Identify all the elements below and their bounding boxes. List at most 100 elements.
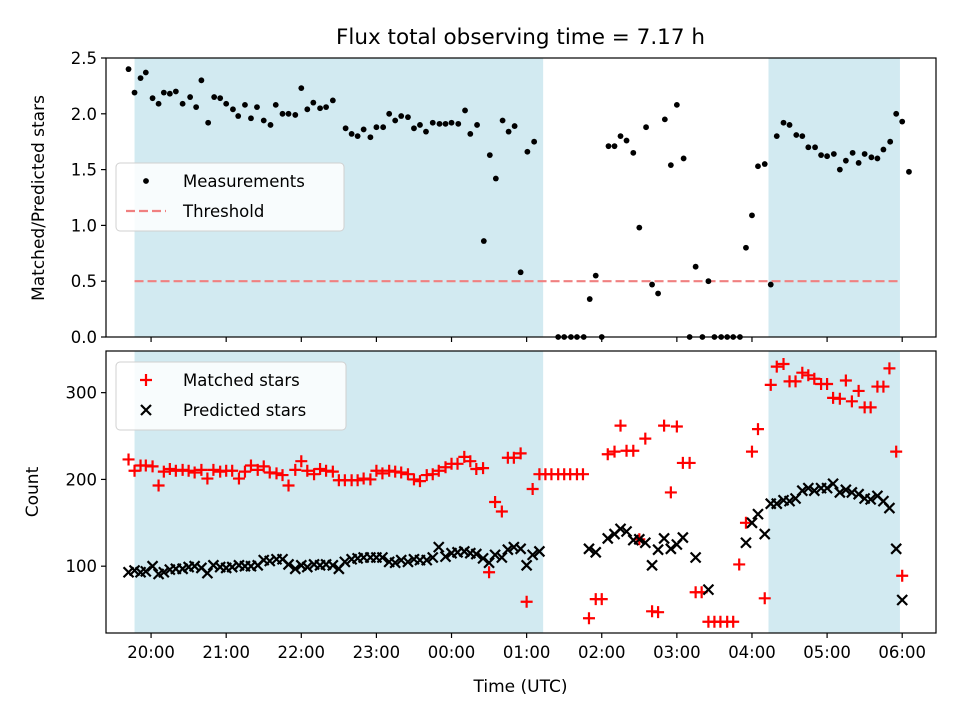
data-point — [655, 290, 661, 297]
data-point — [272, 101, 279, 108]
data-point — [395, 466, 408, 479]
data-point — [195, 463, 208, 476]
data-point — [301, 561, 314, 573]
data-point — [499, 117, 506, 124]
data-point — [758, 592, 771, 605]
data-point — [232, 472, 245, 485]
shaded-interval-2 — [768, 58, 900, 337]
data-point — [267, 122, 274, 128]
data-point — [861, 151, 868, 157]
data-point — [163, 463, 176, 476]
data-point — [157, 465, 170, 478]
data-point — [864, 493, 877, 506]
data-point — [692, 263, 699, 270]
data-point — [764, 378, 777, 391]
data-point — [386, 110, 393, 117]
data-point — [201, 567, 214, 579]
data-point — [373, 124, 380, 131]
data-point — [796, 484, 809, 497]
data-point — [395, 554, 407, 566]
data-point — [643, 124, 649, 131]
data-point — [623, 137, 630, 144]
x-tick-label: 02:00 — [578, 643, 626, 662]
data-point — [852, 488, 865, 500]
data-point — [342, 125, 349, 132]
data-point — [464, 455, 477, 468]
data-point — [733, 558, 746, 571]
x-tick-label: 01:00 — [503, 643, 551, 662]
data-point — [636, 224, 643, 231]
data-point — [486, 152, 493, 158]
x-tick-label: 21:00 — [202, 643, 250, 662]
data-point — [420, 554, 433, 566]
data-point — [295, 455, 308, 468]
data-point — [890, 445, 903, 458]
data-point — [749, 212, 755, 219]
x-tick-label: 23:00 — [353, 643, 401, 662]
data-point — [620, 525, 633, 538]
data-point — [890, 543, 902, 555]
data-point — [477, 462, 490, 475]
data-point — [439, 550, 452, 563]
data-point — [842, 157, 849, 164]
data-point — [282, 479, 295, 492]
data-point — [514, 447, 527, 460]
data-point — [289, 563, 302, 575]
data-point — [839, 374, 852, 387]
data-point — [426, 468, 439, 481]
data-point — [314, 463, 327, 476]
data-point — [152, 479, 165, 492]
data-point — [238, 465, 251, 478]
data-point — [583, 543, 595, 555]
data-point — [502, 543, 514, 556]
data-point — [244, 459, 257, 472]
data-point — [808, 372, 821, 385]
legend-box — [115, 162, 345, 232]
data-point — [639, 432, 652, 445]
data-point — [601, 532, 614, 545]
data-point — [251, 463, 264, 476]
data-point — [864, 401, 877, 414]
data-point — [413, 475, 426, 488]
data-point — [846, 486, 858, 499]
data-point — [680, 155, 687, 162]
data-point — [893, 110, 900, 117]
data-point — [767, 281, 774, 288]
data-point — [605, 143, 612, 150]
x-tick-label: 22:00 — [278, 643, 326, 662]
data-point — [531, 138, 538, 145]
data-point — [411, 125, 417, 132]
data-point — [376, 467, 389, 480]
data-point — [827, 477, 839, 490]
data-point — [348, 130, 355, 137]
data-point — [802, 482, 815, 494]
data-point — [836, 166, 843, 173]
data-point — [608, 445, 621, 458]
data-point — [254, 104, 260, 111]
data-point — [533, 545, 546, 558]
data-point — [480, 238, 487, 244]
data-point — [389, 556, 401, 569]
count-panel: 100 200 300 20:00 21:00 22:00 23:00 00:00 01:00 0… — [66, 350, 937, 662]
legend-marker-plus — [140, 374, 152, 386]
plot-frame — [105, 57, 937, 338]
data-point — [780, 119, 787, 126]
data-point — [661, 116, 668, 123]
data-point — [146, 460, 159, 473]
data-point — [796, 366, 809, 379]
y-tick-label: 0.0 — [71, 328, 97, 347]
data-point — [442, 120, 449, 127]
data-point — [370, 464, 383, 477]
data-point — [292, 112, 299, 118]
data-point — [402, 556, 414, 568]
data-point — [432, 541, 445, 553]
data-point — [263, 555, 276, 567]
data-point — [611, 143, 618, 150]
data-point — [614, 419, 627, 432]
data-point — [761, 161, 768, 167]
data-point — [455, 120, 462, 127]
data-point — [323, 104, 329, 111]
data-point — [242, 101, 248, 108]
data-point — [230, 106, 236, 113]
